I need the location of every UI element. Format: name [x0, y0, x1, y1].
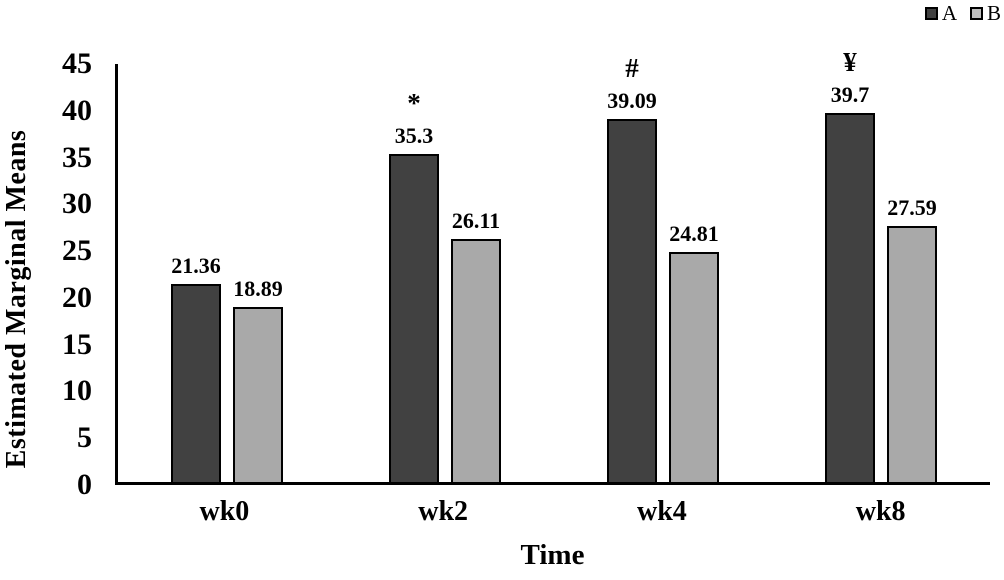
bar-series-a — [825, 113, 875, 482]
legend-item-a: A — [924, 1, 957, 26]
bar-group-wk0: 21.36 18.89 — [118, 64, 336, 482]
bar-column-a-wk4: #39.09 — [607, 54, 657, 482]
bar-value-label: 26.11 — [451, 208, 501, 234]
x-tick-label: wk0 — [199, 496, 250, 527]
legend-swatch-a-icon — [924, 7, 938, 20]
bar-group-wk8: ¥39.7 27.59 — [772, 49, 990, 482]
y-tick-label: 10 — [62, 374, 92, 408]
bar-column-b-wk4: 24.81 — [669, 64, 719, 482]
y-tick-label: 30 — [62, 187, 92, 221]
bar-column-a-wk0: 21.36 — [171, 64, 221, 482]
legend-label-b: B — [986, 1, 1001, 25]
bar-column-b-wk8: 27.59 — [887, 64, 937, 482]
bar-column-b-wk0: 18.89 — [233, 64, 283, 482]
plot-area: 21.36 18.89 * 35.3 26.11 #39.09 24.81 ¥39.7 27.5… — [115, 49, 990, 485]
y-tick-label: 40 — [62, 93, 92, 127]
bar-value-label: 27.59 — [887, 194, 937, 220]
y-tick-label: 45 — [62, 47, 92, 80]
significance-annotation: ¥ — [843, 47, 857, 78]
significance-annotation: * — [407, 88, 421, 119]
bar-value-label: 24.81 — [669, 220, 719, 246]
bar-series-b — [233, 306, 283, 482]
bar-value-label: 39.09 — [607, 87, 657, 113]
x-tick-label: wk8 — [855, 496, 906, 527]
x-tick-label: wk4 — [636, 496, 687, 527]
x-axis-title: Time — [520, 539, 585, 571]
bar-group-wk2: * 35.3 26.11 — [336, 64, 554, 482]
legend-swatch-b-icon — [969, 7, 983, 20]
bar-value-label: 18.89 — [233, 275, 283, 301]
y-tick-label: 25 — [62, 234, 92, 268]
bar-value-label: 39.7 — [830, 82, 870, 108]
bar-value-label: 35.3 — [394, 123, 434, 149]
y-tick-label: 5 — [77, 421, 92, 455]
bar-series-a — [171, 283, 221, 482]
legend-label-a: A — [941, 1, 957, 25]
y-tick-label: 35 — [62, 140, 92, 174]
bar-value-label: 21.36 — [171, 252, 221, 278]
y-tick-label: 15 — [62, 327, 92, 361]
legend-item-b: B — [969, 1, 1001, 26]
y-tick-label: 20 — [62, 280, 92, 314]
x-axis-labels: wk0 wk2 wk4 wk8 — [115, 496, 990, 528]
y-axis-ticks: 0 5 10 15 20 25 30 35 40 45 — [0, 49, 92, 500]
bar-series-b — [887, 225, 937, 482]
y-tick-label: 0 — [77, 468, 92, 501]
bar-group-wk4: #39.09 24.81 — [554, 54, 772, 482]
bar-series-a — [607, 118, 657, 482]
bar-series-b — [669, 251, 719, 482]
bar-column-a-wk2: * 35.3 — [389, 64, 439, 482]
bar-column-b-wk2: 26.11 — [451, 64, 501, 482]
bar-series-a — [389, 154, 439, 482]
x-tick-label: wk2 — [418, 496, 469, 527]
legend: A B — [924, 1, 1001, 26]
significance-annotation: # — [625, 52, 639, 83]
bar-column-a-wk8: ¥39.7 — [825, 49, 875, 482]
bar-series-b — [451, 239, 501, 482]
